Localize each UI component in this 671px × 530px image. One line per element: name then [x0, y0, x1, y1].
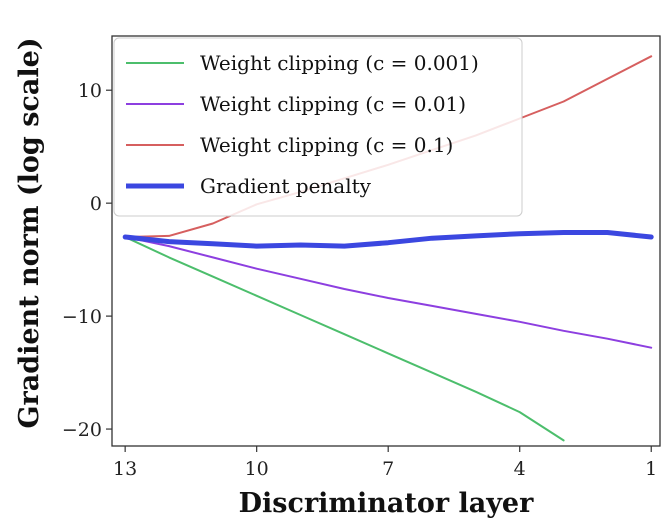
legend-label: Weight clipping (c = 0.1): [200, 133, 453, 157]
x-tick-label: 7: [382, 458, 394, 480]
x-tick-label: 13: [113, 458, 137, 480]
series-line-4: [122, 230, 654, 249]
y-axis: 10 0 −10 −20: [62, 80, 112, 441]
legend-label: Weight clipping (c = 0.01): [200, 92, 466, 116]
series-line-2: [124, 236, 653, 349]
series-line-1: [124, 236, 565, 442]
legend-label: Gradient penalty: [200, 174, 372, 198]
legend: Weight clipping (c = 0.001) Weight clippi…: [113, 37, 523, 217]
legend-label: Weight clipping (c = 0.001): [200, 51, 479, 75]
y-axis-title: Gradient norm (log scale): [14, 37, 45, 428]
x-axis: 13 10 7 4 1: [113, 446, 657, 480]
legend-box: [113, 37, 523, 217]
x-axis-title: Discriminator layer: [239, 488, 534, 519]
x-tick-label: 1: [645, 458, 657, 480]
y-tick-label: −10: [62, 306, 102, 328]
y-tick-label: −20: [62, 419, 102, 441]
y-tick-label: 10: [78, 80, 102, 102]
y-tick-label: 0: [90, 193, 102, 215]
plot-frame: [111, 35, 661, 447]
x-tick-label: 10: [245, 458, 269, 480]
x-tick-label: 4: [514, 458, 526, 480]
